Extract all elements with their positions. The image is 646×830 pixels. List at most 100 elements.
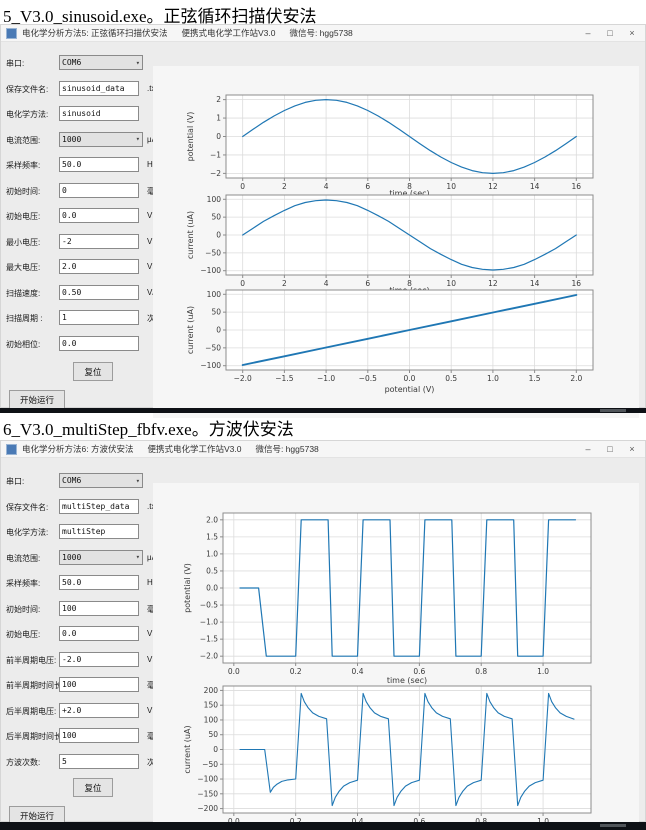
serial-port-select[interactable]: COM6 ▾ — [59, 55, 143, 70]
close-icon[interactable]: × — [629, 28, 635, 38]
svg-text:6: 6 — [365, 182, 370, 191]
form-row-first-half-voltage: 前半周期电压: V — [1, 649, 153, 675]
svg-text:2: 2 — [216, 95, 221, 104]
svg-text:current (uA): current (uA) — [186, 211, 195, 259]
svg-text:1.5: 1.5 — [529, 374, 541, 383]
save-filename-unit: .txt — [147, 84, 158, 93]
form-row-initial-voltage: 初始电压: V — [1, 205, 153, 231]
window-body-2: 串口:COM6▾保存文件名:.txt电化学方法:电流范围:1000▾μA采样频率… — [1, 458, 645, 830]
chevron-down-icon[interactable]: ▾ — [135, 476, 140, 485]
chevron-down-icon[interactable]: ▾ — [135, 58, 140, 67]
svg-text:2.0: 2.0 — [206, 515, 218, 524]
initial-time-input[interactable] — [59, 600, 139, 616]
square-wave-count-label: 方波次数: — [6, 757, 41, 767]
svg-text:8: 8 — [407, 182, 412, 191]
scan-rate-input[interactable] — [59, 284, 139, 300]
max-voltage-unit: V — [147, 262, 153, 271]
initial-time-label: 初始时间: — [6, 186, 41, 196]
run-button[interactable]: 开始运行 — [9, 390, 65, 409]
square-wave-count-unit: 次 — [147, 757, 155, 767]
form-row-initial-time: 初始时间:毫秒 — [1, 598, 163, 624]
initial-voltage-input[interactable] — [59, 208, 139, 223]
current-range-select[interactable]: 1000 ▾ — [59, 549, 143, 565]
minimize-icon[interactable]: – — [585, 28, 591, 38]
minimize-icon[interactable]: – — [585, 444, 591, 454]
second-half-duration-input[interactable] — [59, 728, 139, 743]
svg-text:0.2: 0.2 — [290, 817, 302, 826]
svg-text:100: 100 — [204, 715, 219, 724]
svg-text:2.0: 2.0 — [570, 374, 582, 383]
form-row-method: 电化学方法: — [1, 521, 153, 547]
form-row-current-range: 电流范围: 1000 ▾ μA — [1, 547, 157, 573]
form-row-first-half-duration: 前半周期时间长:毫秒 — [1, 674, 163, 700]
sample-rate-input[interactable] — [59, 157, 139, 172]
save-filename-input[interactable] — [59, 80, 139, 96]
first-half-voltage-input[interactable] — [59, 651, 139, 667]
initial-time-label: 初始时间: — [6, 604, 41, 614]
method-input[interactable] — [59, 106, 139, 121]
svg-text:0.0: 0.0 — [228, 817, 240, 826]
svg-text:potential (V): potential (V) — [183, 563, 192, 613]
serial-port-select[interactable]: COM6 ▾ — [59, 473, 143, 488]
svg-text:14: 14 — [530, 279, 540, 288]
svg-text:time (sec): time (sec) — [389, 189, 429, 198]
form-row-save-filename: 保存文件名: .txt — [1, 78, 158, 104]
initial-phase-input[interactable] — [59, 335, 139, 351]
first-half-duration-input[interactable] — [59, 677, 139, 692]
window-sinusoid: 电化学分析方法5: 正弦循环扫描伏安法 便携式电化学工作站V3.0 微信号: h… — [0, 24, 646, 418]
current-range-select[interactable]: 1000 ▾ — [59, 131, 143, 147]
form-row-min-voltage: 最小电压: V — [1, 231, 153, 257]
save-filename-input[interactable] — [59, 498, 139, 514]
save-filename-label: 保存文件名: — [6, 502, 49, 512]
svg-text:6: 6 — [365, 279, 370, 288]
scan-rate-label: 扫描速度: — [6, 288, 41, 298]
scan-cycles-input[interactable] — [59, 310, 139, 325]
square-wave-count-input[interactable] — [59, 753, 139, 769]
reset-button[interactable]: 复位 — [73, 362, 113, 381]
form-row-initial-time: 初始时间:毫秒 — [1, 180, 163, 206]
initial-phase-label: 初始相位: — [6, 339, 41, 349]
svg-text:14: 14 — [530, 182, 540, 191]
taskbar-clock-fragment — [600, 409, 626, 412]
min-voltage-unit: V — [147, 236, 153, 246]
initial-time-input[interactable] — [59, 182, 139, 198]
chevron-down-icon[interactable]: ▾ — [135, 553, 140, 561]
close-icon[interactable]: × — [629, 444, 635, 454]
method-label: 电化学方法: — [6, 528, 49, 537]
form-row-save-filename: 保存文件名: .txt — [1, 496, 158, 522]
initial-voltage-label: 初始电压: — [6, 630, 41, 639]
current-range-unit: μA — [147, 552, 157, 562]
max-voltage-input[interactable] — [59, 259, 139, 274]
svg-text:1.0: 1.0 — [537, 667, 549, 676]
taskbar-strip-2 — [0, 822, 646, 830]
form-panel-1: 串口: COM6▾ 保存文件名: .txt 电化学方法: 电流范围: 1000▾ μA 采样频率… — [1, 42, 163, 358]
window-controls: – □ × — [577, 441, 643, 457]
svg-text:−0.5: −0.5 — [200, 601, 218, 610]
maximize-icon[interactable]: □ — [607, 28, 613, 38]
reset-button[interactable]: 复位 — [73, 778, 113, 797]
sample-rate-input[interactable] — [59, 575, 139, 590]
svg-text:2: 2 — [282, 279, 287, 288]
min-voltage-input[interactable] — [59, 233, 139, 249]
titlebar-2: 电化学分析方法6: 方波伏安法 便携式电化学工作站V3.0 微信号: hgg57… — [1, 441, 645, 458]
method-input[interactable] — [59, 524, 139, 539]
min-voltage-label: 最小电压: — [6, 237, 41, 247]
window-title: 电化学分析方法6: 方波伏安法 — [22, 444, 134, 454]
svg-text:1.0: 1.0 — [206, 549, 218, 558]
initial-voltage-unit: V — [147, 629, 153, 638]
second-half-duration-label: 后半周期时间长: — [6, 732, 65, 741]
svg-text:0: 0 — [216, 326, 221, 335]
second-half-voltage-input[interactable] — [59, 702, 139, 718]
initial-voltage-input[interactable] — [59, 626, 139, 641]
maximize-icon[interactable]: □ — [607, 444, 613, 454]
chevron-down-icon[interactable]: ▾ — [135, 135, 140, 143]
svg-text:time (sec): time (sec) — [387, 676, 427, 685]
svg-text:12: 12 — [488, 182, 498, 191]
svg-text:0.0: 0.0 — [206, 584, 218, 593]
form-row-second-half-duration: 后半周期时间长:毫秒 — [1, 725, 163, 751]
svg-text:1.5: 1.5 — [206, 532, 218, 541]
taskbar-clock-fragment — [600, 824, 626, 827]
second-half-voltage-label: 后半周期电压: — [6, 706, 57, 716]
svg-text:0: 0 — [213, 745, 218, 754]
